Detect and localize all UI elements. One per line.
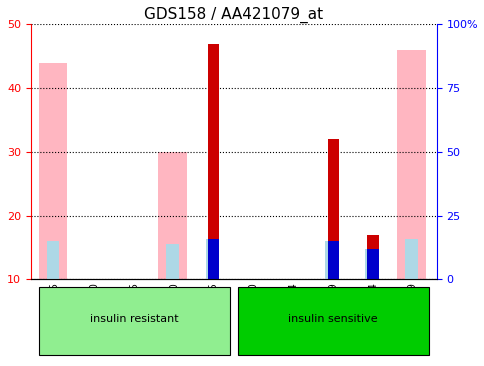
Bar bbox=[325, 241, 337, 279]
Title: GDS158 / AA421079_at: GDS158 / AA421079_at bbox=[144, 7, 323, 23]
Bar bbox=[364, 249, 377, 279]
Bar bbox=[208, 44, 219, 279]
Bar bbox=[39, 63, 67, 279]
Bar bbox=[206, 239, 218, 279]
Bar bbox=[237, 287, 428, 355]
Bar bbox=[46, 241, 60, 279]
Text: insulin resistant: insulin resistant bbox=[90, 314, 178, 324]
Bar bbox=[396, 50, 424, 279]
Bar bbox=[367, 249, 378, 279]
Bar bbox=[367, 235, 378, 279]
Text: insulin sensitive: insulin sensitive bbox=[288, 314, 377, 324]
Bar bbox=[39, 287, 229, 355]
Bar bbox=[327, 139, 338, 279]
Bar bbox=[404, 239, 417, 279]
Bar bbox=[208, 239, 219, 279]
Bar bbox=[327, 241, 338, 279]
Bar bbox=[166, 244, 179, 279]
Bar bbox=[158, 152, 186, 279]
